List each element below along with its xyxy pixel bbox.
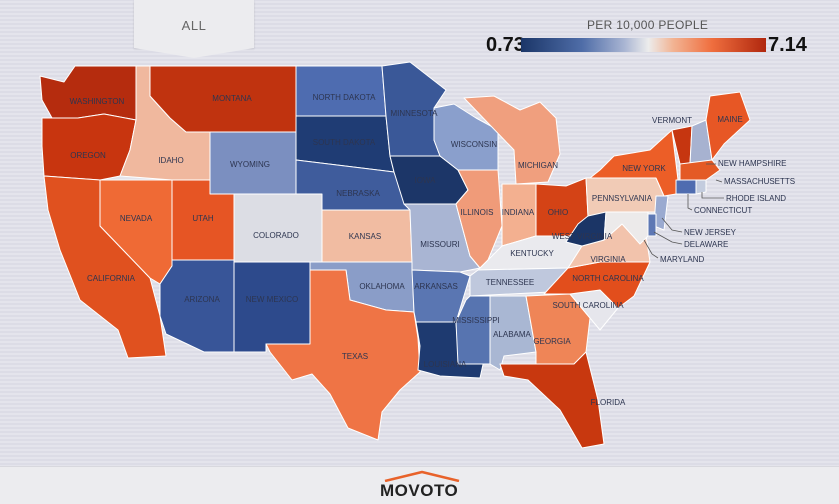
leader-maryland — [643, 239, 659, 259]
label-maryland: MARYLAND — [660, 255, 705, 264]
label-montana: MONTANA — [212, 94, 252, 103]
label-colorado: COLORADO — [253, 231, 299, 240]
label-wisconsin: WISCONSIN — [451, 140, 497, 149]
label-georgia: GEORGIA — [533, 337, 571, 346]
label-louisiana: LOUISIANA — [424, 360, 467, 369]
label-washington: WASHINGTON — [70, 97, 125, 106]
label-idaho: IDAHO — [158, 156, 183, 165]
label-oklahoma: OKLAHOMA — [359, 282, 405, 291]
leader-rhode-island — [701, 192, 724, 199]
state-texas[interactable] — [265, 269, 421, 441]
brand-logo[interactable]: MOVOTO — [380, 481, 459, 500]
legend-color-scale — [521, 38, 766, 52]
state-maine[interactable] — [705, 91, 751, 161]
label-north-dakota: NORTH DAKOTA — [313, 93, 376, 102]
label-kentucky: KENTUCKY — [510, 249, 554, 258]
label-north-carolina: NORTH CAROLINA — [572, 274, 644, 283]
leader-connecticut — [687, 194, 693, 211]
label-arizona: ARIZONA — [184, 295, 220, 304]
leader-massachusetts — [715, 179, 723, 183]
label-new-hampshire: NEW HAMPSHIRE — [718, 159, 786, 168]
us-choropleth-map: WASHINGTON OREGON CALIFORNIA NEVADA IDAH… — [39, 61, 795, 449]
label-minnesota: MINNESOTA — [391, 109, 439, 118]
label-connecticut: CONNECTICUT — [694, 206, 752, 215]
label-arkansas: ARKANSAS — [414, 282, 458, 291]
state-connecticut[interactable] — [675, 179, 697, 195]
label-south-carolina: SOUTH CAROLINA — [552, 301, 624, 310]
label-vermont: VERMONT — [652, 116, 692, 125]
leader-new-jersey — [661, 217, 683, 233]
label-south-dakota: SOUTH DAKOTA — [313, 138, 376, 147]
legend-min-value: 0.73 — [486, 34, 525, 56]
label-california: CALIFORNIA — [87, 274, 136, 283]
label-florida: FLORIDA — [591, 398, 626, 407]
label-rhode-island: RHODE ISLAND — [726, 194, 786, 203]
state-rhode-island[interactable] — [695, 179, 707, 195]
label-nevada: NEVADA — [120, 214, 153, 223]
movoto-roof-icon — [384, 470, 460, 482]
label-iowa: IOWA — [414, 176, 436, 185]
state-colorado[interactable] — [233, 193, 323, 263]
state-north-dakota[interactable] — [295, 65, 387, 117]
state-washington[interactable] — [39, 65, 137, 121]
label-tennessee: TENNESSEE — [486, 278, 534, 287]
label-maine: MAINE — [717, 115, 742, 124]
label-illinois: ILLINOIS — [461, 208, 494, 217]
label-west-virginia: WEST VIRGINIA — [552, 232, 613, 241]
filter-tab-all[interactable]: ALL — [134, 0, 254, 58]
state-florida[interactable] — [499, 351, 605, 449]
state-new-mexico[interactable] — [233, 261, 311, 353]
label-pennsylvania: PENNSYLVANIA — [592, 194, 653, 203]
filter-tab-label: ALL — [181, 18, 207, 33]
legend-title: PER 10,000 PEOPLE — [587, 18, 709, 32]
leader-delaware — [653, 231, 683, 245]
state-maryland[interactable] — [603, 211, 649, 245]
label-virginia: VIRGINIA — [590, 255, 626, 264]
label-kansas: KANSAS — [349, 232, 381, 241]
label-indiana: INDIANA — [502, 208, 535, 217]
state-michigan[interactable] — [463, 95, 561, 185]
label-new-york: NEW YORK — [622, 164, 666, 173]
legend-max-value: 7.14 — [768, 34, 807, 56]
label-nebraska: NEBRASKA — [336, 189, 380, 198]
label-alabama: ALABAMA — [493, 330, 531, 339]
label-missouri: MISSOURI — [420, 240, 460, 249]
label-texas: TEXAS — [342, 352, 368, 361]
state-arizona[interactable] — [159, 259, 235, 353]
label-new-mexico: NEW MEXICO — [246, 295, 298, 304]
label-delaware: DELAWARE — [684, 240, 728, 249]
label-new-jersey: NEW JERSEY — [684, 228, 737, 237]
label-ohio: OHIO — [548, 208, 568, 217]
label-oregon: OREGON — [70, 151, 106, 160]
label-massachusetts: MASSACHUSETTS — [724, 177, 795, 186]
state-massachusetts[interactable] — [679, 159, 721, 181]
label-wyoming: WYOMING — [230, 160, 270, 169]
label-mississippi: MISSISSIPPI — [452, 316, 500, 325]
label-utah: UTAH — [192, 214, 213, 223]
label-michigan: MICHIGAN — [518, 161, 558, 170]
